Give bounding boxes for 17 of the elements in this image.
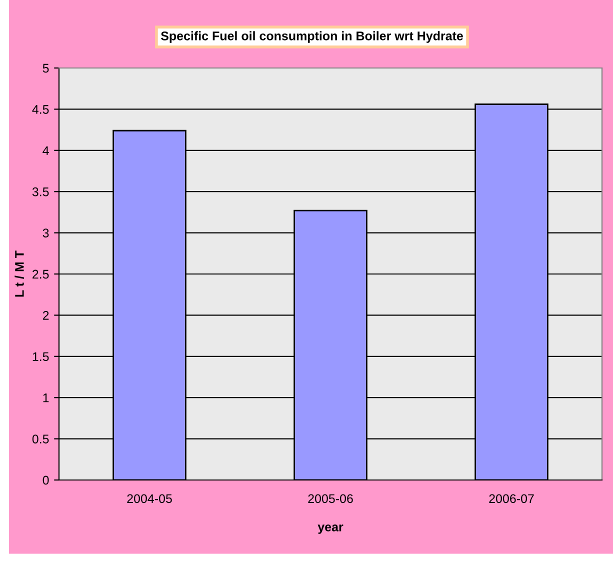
x-axis-title: year: [318, 524, 344, 534]
y-tick-label: 1.5: [32, 352, 49, 362]
y-tick-label: 2: [42, 311, 49, 320]
y-tick-label: 4.5: [32, 105, 49, 114]
x-tick-label: 2004-05: [127, 494, 172, 504]
x-tick-label: 2006-07: [489, 494, 534, 504]
y-tick-label: 2.5: [32, 270, 49, 279]
y-tick-label: 0: [42, 476, 49, 485]
y-tick-label: 0.5: [32, 434, 49, 444]
x-tick-label: 2005-06: [308, 494, 353, 504]
y-tick-label: 1: [43, 394, 49, 402]
y-tick-label: 3: [42, 228, 49, 238]
y-tick-label: 4: [42, 146, 49, 155]
chart-title: Specific Fuel oil consumption in Boiler wrt Hydrate: [160, 31, 463, 43]
y-tick-label: 3.5: [32, 187, 49, 196]
y-axis-title: L t / M T: [14, 250, 24, 297]
y-tick-label: 5: [42, 64, 49, 73]
